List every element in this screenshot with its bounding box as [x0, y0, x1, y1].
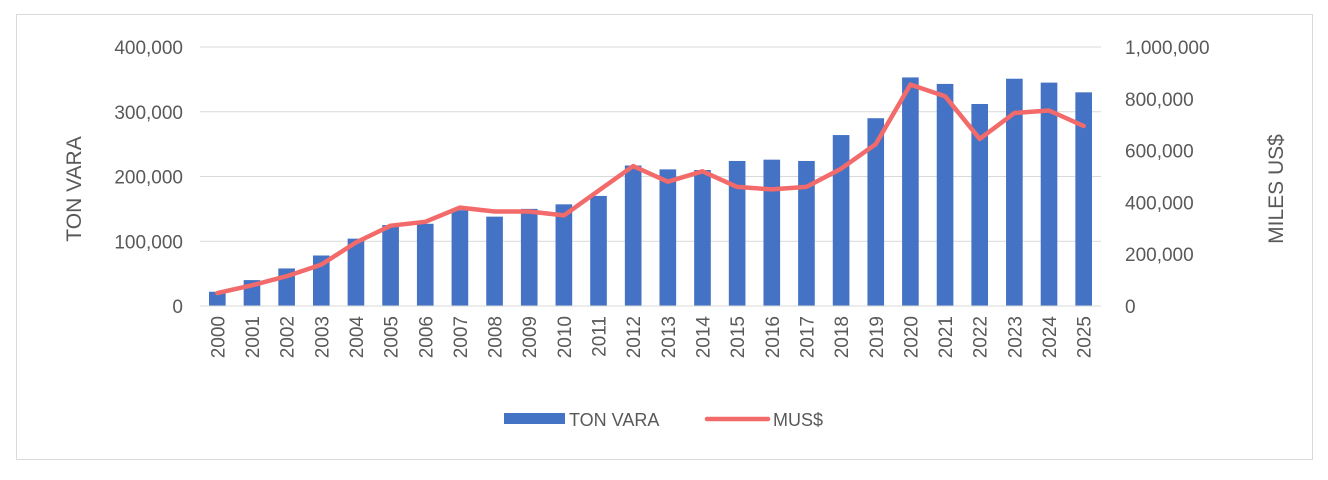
bar-2023 — [1006, 78, 1023, 306]
x-tick-label: 2014 — [693, 316, 714, 359]
x-tick-label: 2013 — [659, 316, 680, 358]
x-tick-label: 2025 — [1075, 316, 1096, 358]
x-tick-label: 2016 — [763, 316, 784, 358]
bar-2018 — [832, 135, 850, 306]
bar-2012 — [624, 165, 642, 306]
combo-chart: 400,000 300,000 200,000 100,000 0 1,000,000 8… — [63, 38, 1288, 430]
left-tick-label: 100,000 — [114, 232, 183, 253]
x-tick-label: 2017 — [797, 316, 818, 358]
legend-label-mus: MUS$ — [773, 410, 823, 430]
x-tick-label: 2012 — [624, 316, 645, 358]
bar-series-ton-vara — [209, 77, 1092, 306]
x-tick-label: 2006 — [416, 316, 437, 358]
y-axis-title-left: TON VARA — [63, 136, 86, 241]
x-tick-label: 2023 — [1005, 316, 1026, 358]
x-tick-label: 2000 — [208, 316, 229, 358]
bar-2008 — [486, 216, 503, 306]
right-tick-label: 0 — [1125, 297, 1136, 318]
bar-2017 — [798, 160, 815, 306]
right-axis: 1,000,000 800,000 600,000 400,000 200,000 0 — [1125, 38, 1210, 318]
right-tick-label: 1,000,000 — [1125, 38, 1210, 59]
x-tick-label: 2011 — [590, 316, 611, 357]
x-tick-label: 2004 — [347, 316, 368, 359]
left-tick-label: 200,000 — [114, 168, 183, 189]
x-axis: 2000 2001 2002 2003 2004 2005 2006 2007 2008 2009… — [200, 305, 1101, 359]
x-tick-label: 2009 — [520, 316, 541, 358]
x-tick-label: 2002 — [278, 316, 299, 358]
left-axis: 400,000 300,000 200,000 100,000 0 — [114, 38, 183, 318]
bar-2022 — [971, 103, 989, 306]
x-tick-label: 2021 — [936, 316, 957, 358]
chart-frame: 400,000 300,000 200,000 100,000 0 1,000,000 8… — [16, 14, 1313, 460]
x-tick-label: 2005 — [382, 316, 403, 358]
bar-2015 — [728, 160, 746, 306]
bar-2021 — [936, 83, 954, 306]
bar-2004 — [347, 238, 365, 306]
right-tick-label: 800,000 — [1125, 90, 1194, 111]
left-tick-label: 300,000 — [114, 103, 183, 124]
x-tick-label: 2008 — [486, 316, 507, 358]
legend-label-ton-vara: TON VARA — [569, 410, 659, 430]
x-tick-label: 2007 — [451, 316, 472, 358]
x-tick-label: 2020 — [901, 316, 922, 358]
x-tick-label: 2003 — [312, 316, 333, 358]
y-axis-title-right: MILES US$ — [1265, 134, 1288, 244]
right-tick-label: 200,000 — [1125, 245, 1194, 266]
bar-2007 — [451, 210, 469, 306]
x-tick-label: 2018 — [832, 316, 853, 358]
bar-2005 — [382, 225, 399, 306]
bar-2020 — [902, 77, 919, 306]
legend: TON VARA MUS$ — [504, 410, 823, 430]
x-tick-label: 2024 — [1040, 316, 1061, 359]
x-tick-label: 2022 — [971, 316, 992, 358]
bar-2011 — [590, 195, 607, 306]
bar-2010 — [555, 204, 573, 306]
bar-2014 — [694, 170, 711, 306]
left-tick-label: 0 — [172, 297, 183, 318]
left-tick-label: 400,000 — [114, 38, 183, 59]
bar-2025 — [1075, 92, 1092, 306]
x-tick-label: 2019 — [867, 316, 888, 358]
bar-2024 — [1040, 82, 1058, 306]
right-tick-label: 400,000 — [1125, 193, 1194, 214]
line-series-mus — [215, 82, 1086, 296]
bar-2006 — [416, 223, 434, 306]
legend-swatch-ton-vara — [504, 413, 565, 424]
bar-2000 — [209, 291, 226, 306]
gridlines — [200, 46, 1101, 307]
bar-2019 — [867, 118, 885, 306]
bar-2013 — [659, 169, 677, 306]
bar-2009 — [520, 208, 538, 306]
bar-2016 — [763, 159, 781, 306]
x-tick-label: 2010 — [555, 316, 576, 358]
x-tick-label: 2001 — [243, 316, 264, 358]
line-path-mus — [215, 82, 1086, 296]
right-tick-label: 600,000 — [1125, 142, 1194, 163]
x-tick-label: 2015 — [728, 316, 749, 358]
